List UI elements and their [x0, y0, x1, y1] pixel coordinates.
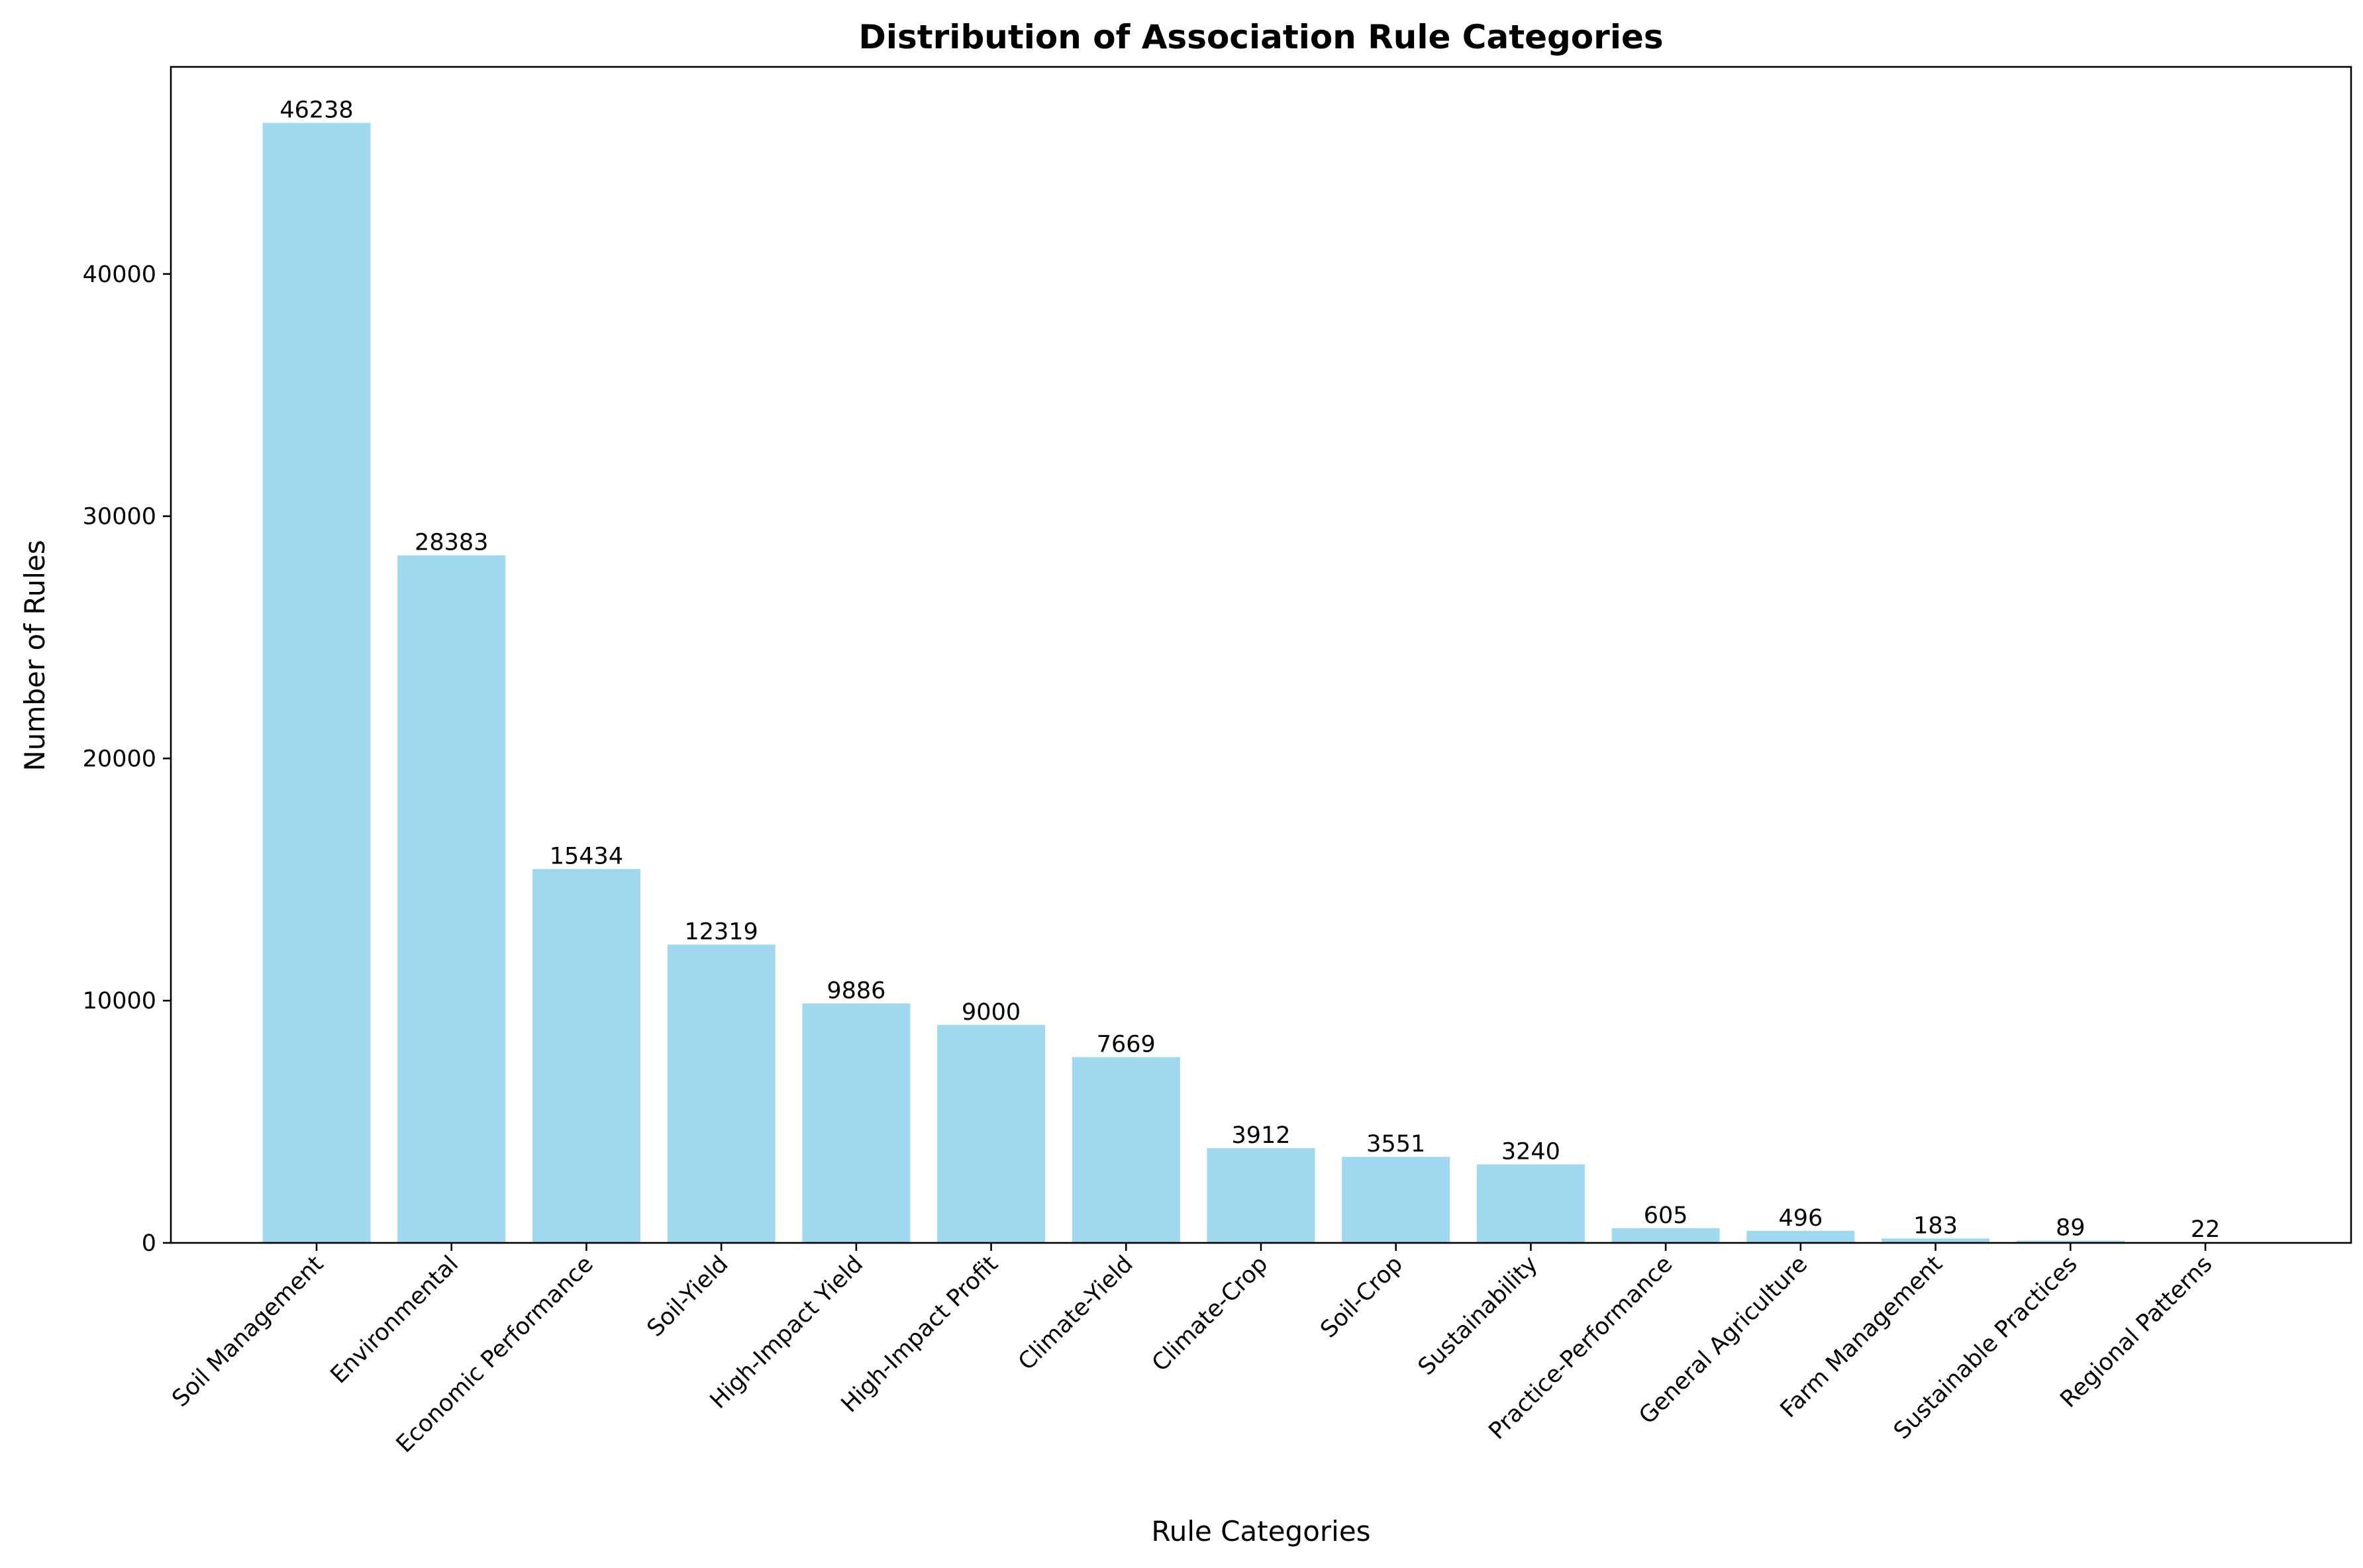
- bar-value-label: 9886: [827, 977, 885, 1004]
- bar-value-label: 89: [2056, 1215, 2086, 1242]
- bar: [802, 1003, 911, 1243]
- bar: [1746, 1230, 1855, 1243]
- y-tick-label: 0: [142, 1230, 156, 1257]
- bar: [1611, 1228, 1720, 1243]
- bar-value-label: 9000: [962, 999, 1021, 1026]
- x-axis-label: Rule Categories: [1151, 1515, 1370, 1547]
- bar-value-label: 46238: [279, 97, 353, 124]
- bar-value-label: 15434: [550, 843, 623, 869]
- chart-title: Distribution of Association Rule Categor…: [858, 18, 1663, 56]
- bar: [1342, 1157, 1450, 1243]
- bar-value-label: 28383: [415, 530, 488, 556]
- bar: [937, 1024, 1046, 1243]
- bar-value-label: 7669: [1097, 1031, 1156, 1057]
- y-tick-label: 30000: [83, 504, 156, 530]
- bar-value-label: 12319: [684, 918, 758, 945]
- bar: [1072, 1057, 1180, 1243]
- bar-value-label: 496: [1778, 1205, 1823, 1232]
- bar: [667, 944, 776, 1243]
- bar-value-label: 183: [1913, 1212, 1958, 1239]
- y-tick-label: 40000: [83, 262, 156, 288]
- bar-value-label: 3551: [1366, 1131, 1425, 1157]
- bar-value-label: 3240: [1501, 1138, 1560, 1165]
- bar: [397, 555, 506, 1244]
- bar: [1882, 1238, 1990, 1243]
- bar: [262, 122, 371, 1243]
- bar: [1476, 1164, 1585, 1243]
- bar: [532, 869, 640, 1243]
- y-tick-label: 10000: [83, 988, 156, 1014]
- bar: [2016, 1240, 2125, 1243]
- y-tick-label: 20000: [83, 746, 156, 772]
- bar-value-label: 3912: [1231, 1122, 1290, 1149]
- bar-value-label: 605: [1644, 1202, 1688, 1229]
- bar: [1207, 1148, 1315, 1243]
- y-axis-label: Number of Rules: [19, 540, 51, 771]
- bar-value-label: 22: [2191, 1216, 2221, 1243]
